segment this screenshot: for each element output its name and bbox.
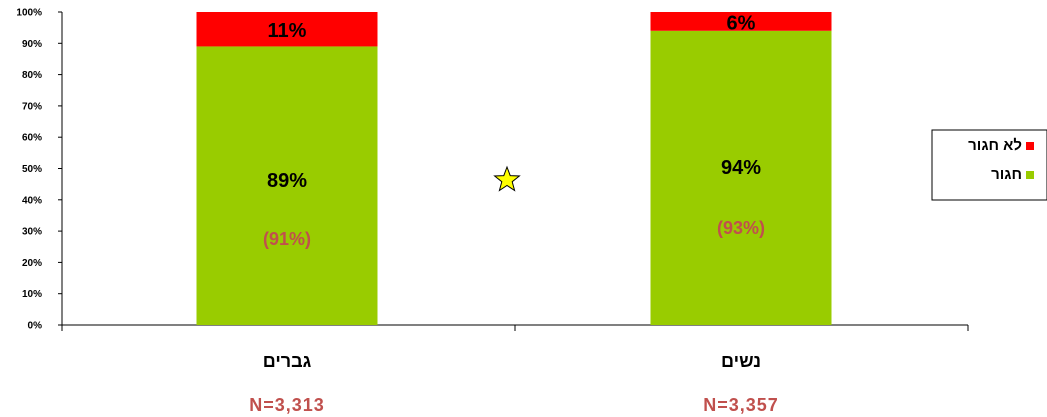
y-tick-label: 40% (22, 195, 42, 206)
bar-segment-unbelted (650, 12, 832, 31)
y-tick-label: 30% (22, 227, 42, 238)
y-tick-label: 20% (22, 258, 42, 269)
sample-size-label: N=3,357 (703, 395, 779, 415)
bar-segment-belted (196, 46, 378, 326)
legend-label: חגור (991, 166, 1022, 183)
data-label: 94% (721, 157, 761, 179)
bar-segment-belted (650, 30, 832, 326)
y-tick-label: 60% (22, 133, 42, 144)
legend-label: לא חגור (968, 137, 1022, 154)
y-tick-label: 80% (22, 70, 42, 81)
secondary-data-label: (91%) (263, 229, 311, 249)
labels: 89% 11% (91%) גברים N=3,313 94% 6% (93%) נשים N=3… (249, 12, 779, 415)
data-label: 89% (267, 170, 307, 192)
y-tick-label: 0% (28, 321, 43, 332)
y-tick-label: 50% (22, 164, 42, 175)
secondary-data-label: (93%) (717, 218, 765, 238)
category-label: נשים (721, 351, 761, 371)
y-tick-label: 70% (22, 101, 42, 112)
sample-size-label: N=3,313 (249, 395, 325, 415)
data-label: 6% (727, 12, 756, 34)
bars (196, 12, 832, 326)
y-tick-label: 100% (16, 8, 42, 19)
data-label: 11% (268, 20, 307, 42)
y-tick-label: 10% (22, 289, 42, 300)
category-label: גברים (263, 351, 312, 371)
star-icon (493, 165, 521, 192)
y-tick-label: 90% (22, 39, 42, 50)
bar-segment-unbelted (196, 12, 378, 47)
legend-box (931, 129, 1047, 201)
legend-swatch (1026, 142, 1034, 150)
legend: לא חגור חגור (931, 129, 1047, 201)
legend-swatch (1026, 171, 1034, 179)
